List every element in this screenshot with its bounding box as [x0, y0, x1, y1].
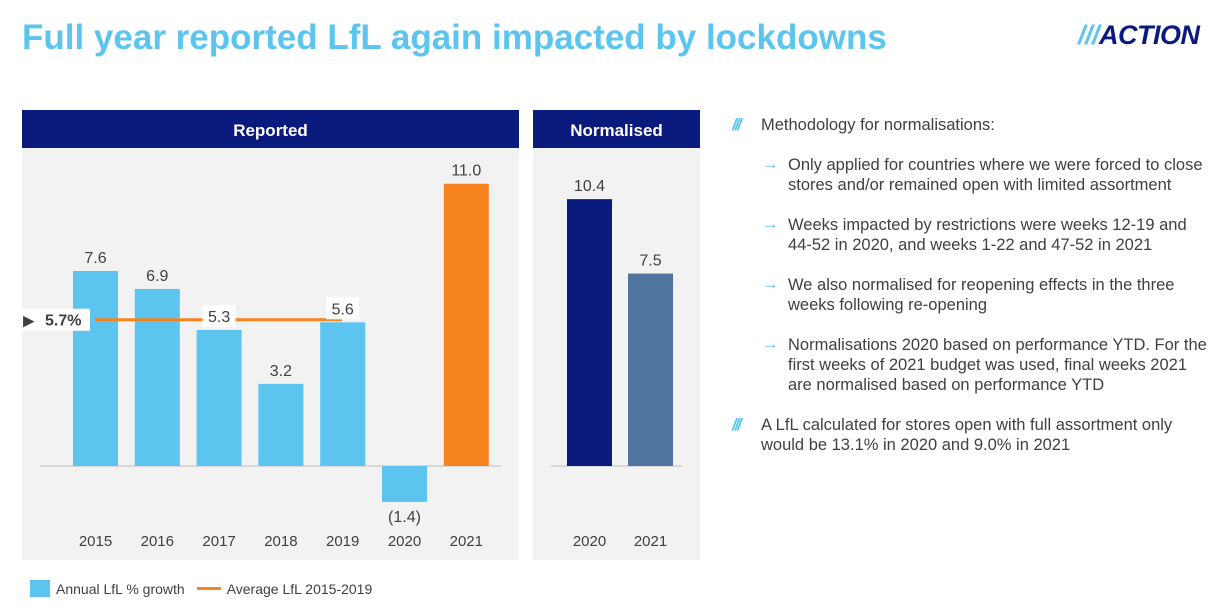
bar-2016	[134, 288, 180, 466]
data-label-2020: (1.4)	[388, 509, 421, 526]
label-bg-2019	[326, 297, 360, 320]
tick-label-2016: 2016	[141, 533, 174, 550]
data-label-2018: 3.2	[270, 363, 292, 380]
legend-bar-label: Annual LfL % growth	[56, 580, 185, 597]
bar-2015	[73, 270, 118, 466]
tick-label-2019: 2019	[326, 533, 359, 550]
bar-2021	[628, 273, 673, 466]
tick-label-2017: 2017	[202, 533, 235, 550]
sub-bullet: Weeks impacted by restrictions were week…	[788, 216, 1187, 254]
page-title: Full year reported LfL again impacted by…	[22, 18, 887, 57]
sub-bullet: Only applied for countries where we were…	[788, 156, 1203, 194]
legend-bar-swatch	[30, 580, 50, 597]
sub-bullet: We also normalised for reopening effects…	[788, 276, 1175, 314]
data-label-2017: 5.3	[208, 309, 230, 326]
average-label: 5.7%	[45, 313, 81, 330]
slash-marker-icon: ///	[732, 416, 742, 434]
arrow-icon: →	[762, 275, 779, 293]
sub-bullet: Normalisations 2020 based on performance…	[788, 336, 1207, 394]
logo-text: ACTION	[1099, 20, 1200, 50]
data-label-2021: 7.5	[639, 253, 661, 270]
bar-2020	[382, 466, 427, 502]
action-logo: ///ACTION	[1078, 20, 1200, 51]
bar-2020	[567, 199, 612, 467]
data-label-2015: 7.6	[84, 250, 106, 267]
tick-label-2018: 2018	[264, 533, 297, 550]
panel-header	[22, 110, 519, 148]
data-label-2016: 6.9	[146, 268, 168, 285]
label-bg-2017	[202, 305, 236, 328]
chart: Reported ▶ 5.7% 7.6 2015 6.9 2016 5.3 2017 3.2 201…	[22, 110, 700, 560]
bar-2018	[258, 383, 304, 466]
logo-slashes: ///	[1078, 20, 1100, 50]
triangle-icon: ▶	[23, 313, 35, 330]
tick-label-2015: 2015	[79, 533, 112, 550]
plot-area	[533, 148, 700, 560]
panel-header	[533, 110, 700, 148]
tick-label-2020: 2020	[573, 533, 606, 550]
bar-2019	[320, 322, 366, 466]
arrow-icon: →	[762, 215, 779, 233]
data-label-2019: 5.6	[332, 301, 354, 318]
data-label-2021: 11.0	[451, 163, 481, 180]
arrow-icon: →	[762, 335, 779, 353]
methodology-text: /// Methodology for normalisations: → Only…	[732, 115, 1212, 475]
tick-label-2021: 2021	[634, 533, 667, 550]
legend-line-swatch	[196, 587, 221, 590]
bar-2021	[443, 183, 489, 467]
bullet-2: A LfL calculated for stores open with fu…	[761, 416, 1173, 454]
legend-line-label: Average LfL 2015-2019	[226, 580, 373, 597]
tick-label-2021: 2021	[450, 533, 483, 550]
arrow-icon: →	[762, 155, 779, 173]
panel-title: Reported	[233, 121, 308, 140]
panel-title: Normalised	[570, 121, 663, 140]
data-label-2020: 10.4	[574, 178, 605, 195]
legend: Annual LfL % growth Average LfL 2015-201…	[30, 580, 372, 597]
tick-label-2020: 2020	[388, 533, 421, 550]
bar-2017	[196, 330, 242, 466]
slash-marker-icon: ///	[732, 116, 742, 134]
avg-label-bg	[22, 308, 90, 331]
bullet-1: Methodology for normalisations:	[761, 116, 995, 134]
